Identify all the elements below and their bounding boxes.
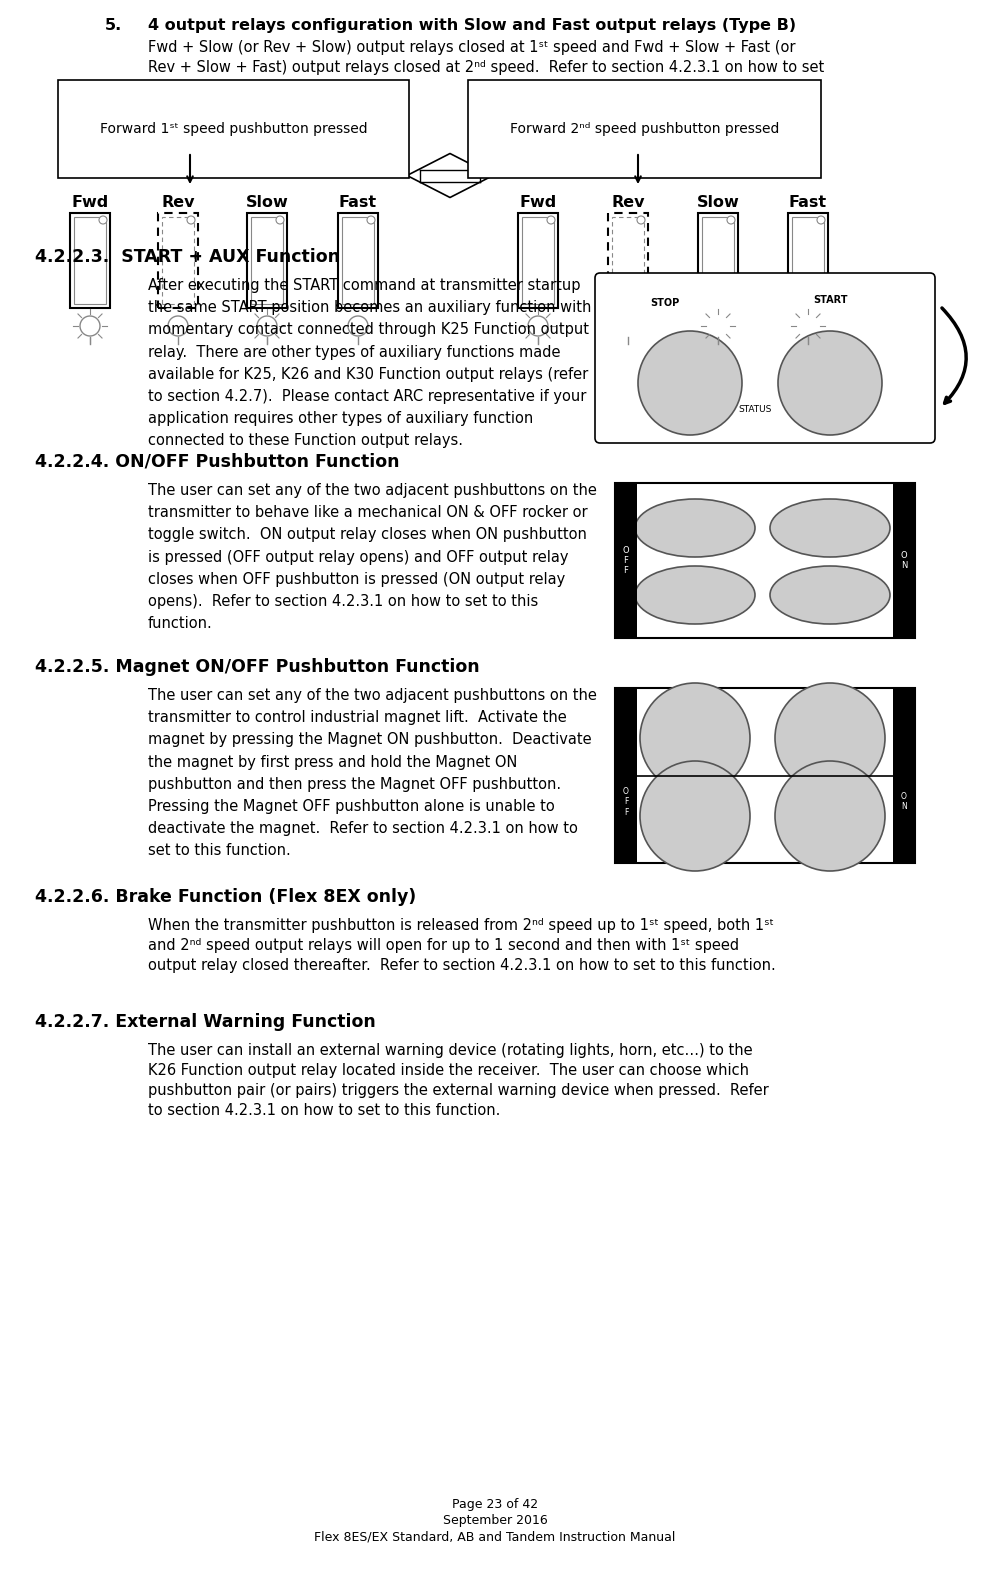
Text: K26 Function output relay located inside the receiver.  The user can choose whic: K26 Function output relay located inside… <box>148 1063 749 1078</box>
Bar <box>615 689 637 863</box>
Text: output relay closed thereafter.  Refer to section 4.2.3.1 on how to set to this : output relay closed thereafter. Refer to… <box>148 957 776 973</box>
Bar <box>893 689 915 863</box>
Circle shape <box>257 316 277 336</box>
Circle shape <box>168 316 188 336</box>
Text: Flex 8ES/EX Standard, AB and Tandem Instruction Manual: Flex 8ES/EX Standard, AB and Tandem Inst… <box>314 1530 676 1544</box>
Circle shape <box>817 215 825 223</box>
FancyBboxPatch shape <box>595 274 935 443</box>
Text: to section 4.2.3.1 on how to set to this function.: to section 4.2.3.1 on how to set to this… <box>148 1104 500 1118</box>
Bar <box>615 483 915 638</box>
Circle shape <box>348 316 368 336</box>
Text: START: START <box>813 296 847 305</box>
Bar <box>615 689 915 863</box>
Circle shape <box>708 316 728 336</box>
Text: When the transmitter pushbutton is released from 2ⁿᵈ speed up to 1ˢᵗ speed, both: When the transmitter pushbutton is relea… <box>148 918 774 934</box>
Text: Fast: Fast <box>339 195 377 211</box>
Circle shape <box>367 215 375 223</box>
Text: and 2ⁿᵈ speed output relays will open for up to 1 second and then with 1ˢᵗ speed: and 2ⁿᵈ speed output relays will open fo… <box>148 938 740 953</box>
Bar <box>615 483 637 638</box>
Bar <box>74 217 106 303</box>
Text: Rev + Slow + Fast) output relays closed at 2ⁿᵈ speed.  Refer to section 4.2.3.1 : Rev + Slow + Fast) output relays closed … <box>148 60 825 75</box>
Text: The user can install an external warning device (rotating lights, horn, etc…) to: The user can install an external warning… <box>148 1042 752 1058</box>
Bar <box>162 217 194 303</box>
Text: pushbutton pair (or pairs) triggers the external warning device when pressed.  R: pushbutton pair (or pairs) triggers the … <box>148 1083 769 1097</box>
Circle shape <box>727 215 735 223</box>
Circle shape <box>80 316 100 336</box>
Text: Slow: Slow <box>246 195 288 211</box>
Ellipse shape <box>770 498 890 556</box>
Ellipse shape <box>770 566 890 624</box>
Circle shape <box>528 316 548 336</box>
Text: Fast: Fast <box>789 195 827 211</box>
Text: O
N: O N <box>901 550 907 571</box>
Circle shape <box>640 761 750 871</box>
Text: After executing the START command at transmitter startup
the same START position: After executing the START command at tra… <box>148 278 591 448</box>
Text: 4 output relays configuration with Slow and Fast output relays (Type B): 4 output relays configuration with Slow … <box>148 17 796 33</box>
Circle shape <box>798 316 818 336</box>
Circle shape <box>637 215 645 223</box>
Ellipse shape <box>635 498 755 556</box>
Text: Fwd: Fwd <box>71 195 109 211</box>
Bar <box>702 217 734 303</box>
Text: September 2016: September 2016 <box>443 1514 547 1526</box>
Text: 4.2.2.7. External Warning Function: 4.2.2.7. External Warning Function <box>35 1012 376 1031</box>
Bar <box>893 483 915 638</box>
Circle shape <box>775 761 885 871</box>
Circle shape <box>618 316 638 336</box>
Text: STATUS: STATUS <box>739 406 771 415</box>
Circle shape <box>99 215 107 223</box>
Bar <box>251 217 283 303</box>
Bar <box>612 217 644 303</box>
Bar <box>247 212 287 308</box>
Text: Rev: Rev <box>161 195 195 211</box>
Text: O
N: O N <box>901 792 907 811</box>
Text: O
F
F: O F F <box>623 788 629 816</box>
Ellipse shape <box>635 566 755 624</box>
Text: 4.2.2.4. ON/OFF Pushbutton Function: 4.2.2.4. ON/OFF Pushbutton Function <box>35 453 400 472</box>
Bar <box>338 212 378 308</box>
Text: Forward 2ⁿᵈ speed pushbutton pressed: Forward 2ⁿᵈ speed pushbutton pressed <box>510 123 779 137</box>
Text: 4.2.2.5. Magnet ON/OFF Pushbutton Function: 4.2.2.5. Magnet ON/OFF Pushbutton Functi… <box>35 659 479 676</box>
Text: O
F
F: O F F <box>623 545 630 575</box>
Circle shape <box>775 682 885 792</box>
Bar <box>788 212 828 308</box>
Bar <box>608 212 648 308</box>
Circle shape <box>778 332 882 435</box>
Bar <box>158 212 198 308</box>
Bar <box>792 217 824 303</box>
Bar <box>342 217 374 303</box>
Text: 4.2.2.3.  START + AUX Function: 4.2.2.3. START + AUX Function <box>35 248 340 266</box>
Circle shape <box>547 215 555 223</box>
Circle shape <box>276 215 284 223</box>
Bar <box>518 212 558 308</box>
Text: STOP: STOP <box>650 299 679 308</box>
Text: to this function.: to this function. <box>148 80 263 94</box>
Circle shape <box>187 215 195 223</box>
Text: Forward 1ˢᵗ speed pushbutton pressed: Forward 1ˢᵗ speed pushbutton pressed <box>100 123 367 137</box>
Text: Fwd + Slow (or Rev + Slow) output relays closed at 1ˢᵗ speed and Fwd + Slow + Fa: Fwd + Slow (or Rev + Slow) output relays… <box>148 39 796 55</box>
Text: The user can set any of the two adjacent pushbuttons on the
transmitter to behav: The user can set any of the two adjacent… <box>148 483 597 632</box>
Text: Rev: Rev <box>611 195 644 211</box>
Text: 4.2.2.6. Brake Function (Flex 8EX only): 4.2.2.6. Brake Function (Flex 8EX only) <box>35 888 416 905</box>
Circle shape <box>638 332 742 435</box>
Bar <box>522 217 554 303</box>
Text: Slow: Slow <box>697 195 740 211</box>
Text: Page 23 of 42: Page 23 of 42 <box>452 1498 538 1511</box>
Text: Fwd: Fwd <box>520 195 556 211</box>
Bar <box>70 212 110 308</box>
Text: 5.: 5. <box>105 17 122 33</box>
Text: The user can set any of the two adjacent pushbuttons on the
transmitter to contr: The user can set any of the two adjacent… <box>148 689 597 858</box>
Circle shape <box>640 682 750 792</box>
Bar <box>698 212 738 308</box>
